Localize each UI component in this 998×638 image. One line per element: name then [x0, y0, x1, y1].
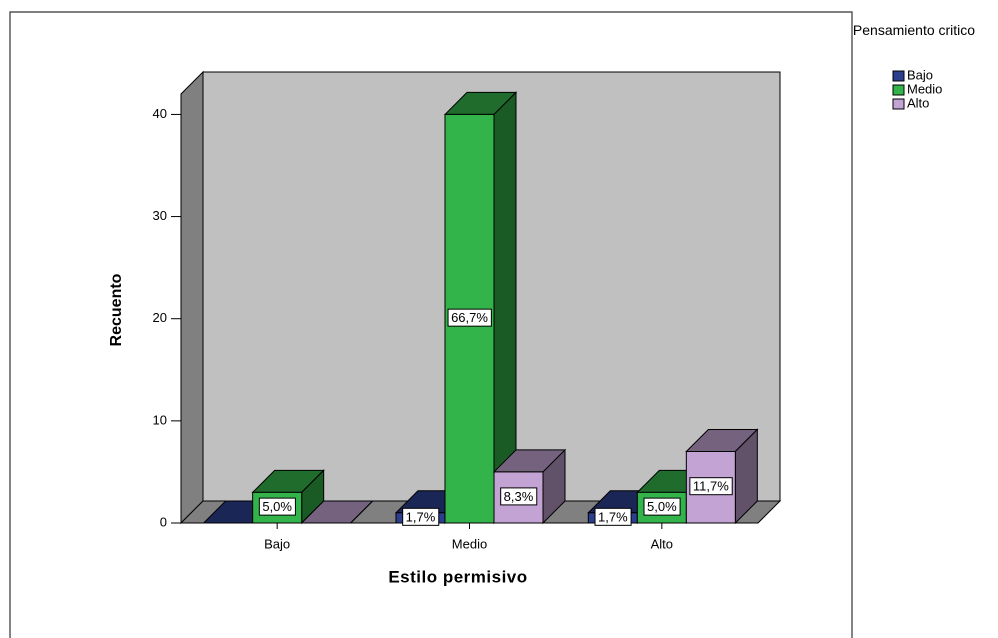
value-label-box [500, 487, 538, 506]
legend-label: Alto [907, 95, 929, 110]
frame [9, 11, 853, 638]
x-tick-label: Alto [651, 536, 673, 551]
legend-label: Medio [907, 81, 942, 96]
y-tick-label: 20 [153, 310, 167, 325]
y-tick-label: 30 [153, 208, 167, 223]
x-tick-label: Bajo [264, 536, 290, 551]
y-tick-label: 0 [160, 514, 167, 529]
bar [443, 91, 518, 525]
bar-side [350, 500, 374, 524]
y-tick-label: 40 [153, 106, 167, 121]
value-label-box [594, 507, 632, 526]
value-label-box [258, 497, 296, 516]
bar [685, 428, 759, 525]
value-label: 1,7% [406, 509, 436, 524]
value-label: 5,0% [647, 499, 677, 514]
x-tick-label: Medio [452, 536, 487, 551]
value-label: 11,7% [693, 479, 729, 494]
legend-swatch [892, 98, 905, 110]
value-label: 8,3% [504, 489, 534, 504]
y-axis-title: Recuento [108, 273, 125, 346]
y-tick-label: 10 [153, 412, 167, 427]
side-wall [180, 70, 204, 525]
legend-swatch [892, 70, 905, 82]
x-axis-title: Estilo permisivo [388, 567, 527, 586]
legend-label: Bajo [907, 67, 933, 82]
bar [492, 448, 567, 525]
value-label-box [447, 308, 492, 327]
value-label: 1,7% [598, 509, 628, 524]
value-label: 5,0% [262, 499, 292, 514]
value-label-box [402, 507, 440, 526]
legend-title: Pensamiento critico [852, 22, 976, 38]
value-label: 66,7% [451, 310, 488, 325]
legend-swatch [892, 84, 905, 96]
value-label-box [689, 477, 733, 496]
value-label-box [643, 497, 681, 516]
bar [300, 500, 374, 524]
